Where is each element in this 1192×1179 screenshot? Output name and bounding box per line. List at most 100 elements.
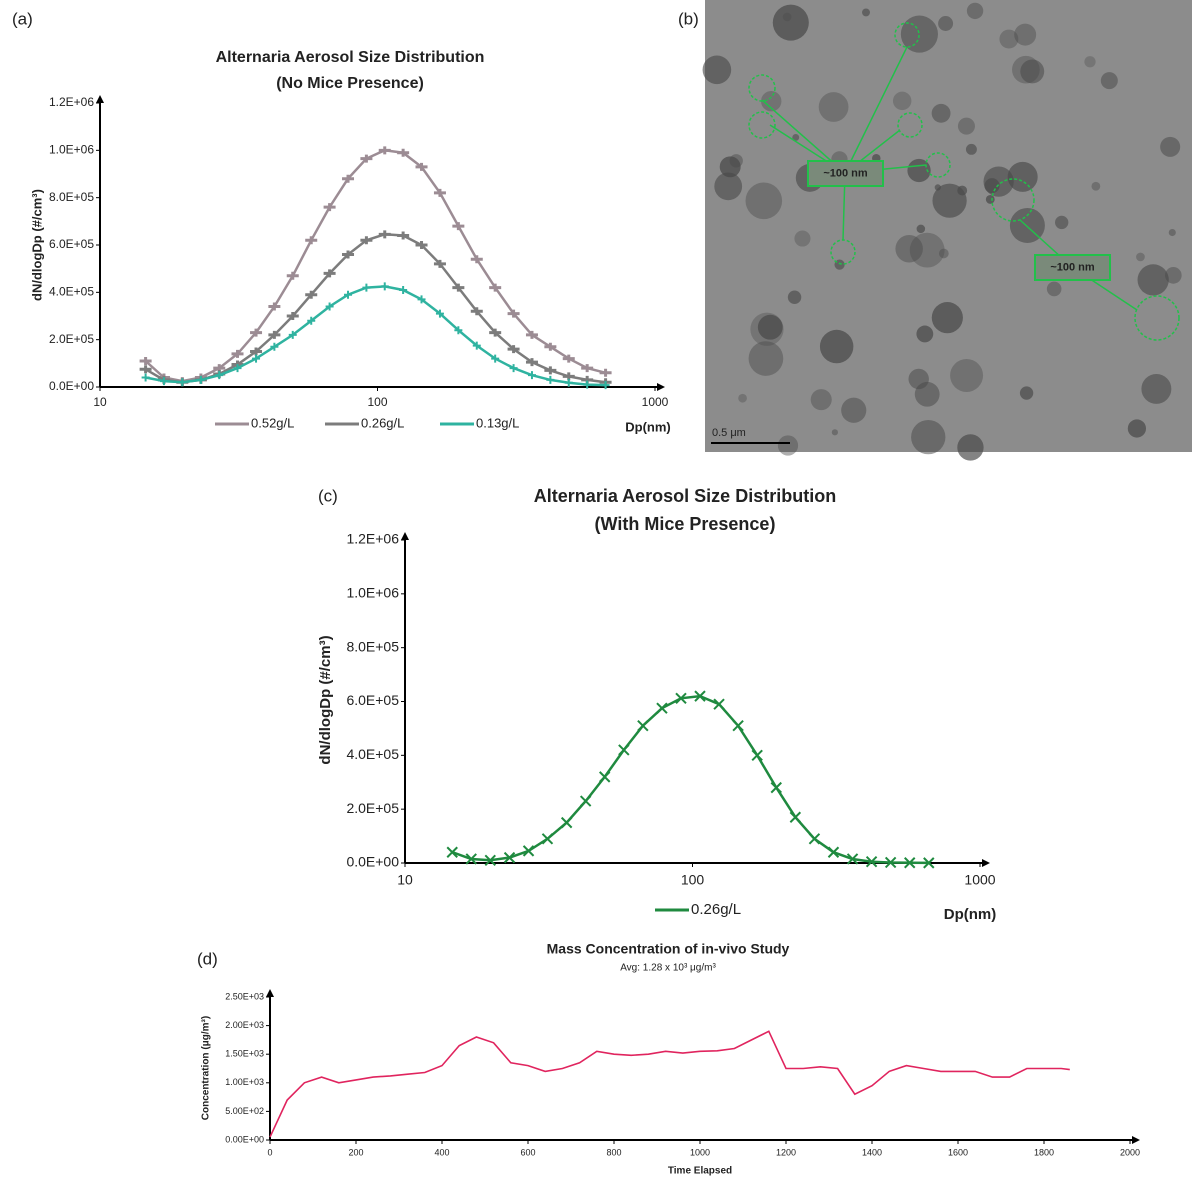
data-marker [865, 855, 878, 868]
data-marker [397, 148, 410, 157]
panel: 0.0E+00 2.0E+05 4.0E+05 6.0E+05 8.0E+05 1.0E+… [317, 486, 996, 923]
axis-arrow [657, 383, 665, 391]
data-marker [713, 698, 725, 710]
particle [1164, 267, 1182, 284]
data-marker [415, 241, 428, 249]
particle [950, 358, 984, 392]
data-marker [288, 330, 297, 339]
data-marker [286, 271, 299, 280]
micrograph-panel: ~100 nm ~100 nm 0.5 μm (b) [678, 0, 1192, 461]
axis-arrow [266, 989, 274, 997]
data-marker [139, 356, 152, 365]
data-marker [360, 154, 373, 163]
data-marker [560, 816, 573, 829]
particle [1020, 59, 1045, 84]
particle [900, 15, 938, 53]
particle [794, 230, 811, 247]
legend-label: 0.13g/L [476, 415, 519, 430]
particle [1046, 281, 1062, 297]
x-axis-title: Dp(nm) [944, 906, 997, 923]
data-marker [904, 857, 916, 869]
data-marker [637, 720, 649, 732]
particle [1160, 136, 1181, 157]
panel-label: (c) [318, 486, 338, 505]
data-line [451, 694, 929, 865]
y-tick-label: 5.00E+02 [225, 1106, 264, 1116]
annotation-box [1034, 254, 1111, 281]
particle [761, 90, 782, 112]
particle [1014, 23, 1037, 46]
x-tick-label: 10 [93, 395, 107, 409]
y-tick-label: 0.0E+00 [346, 854, 399, 870]
data-marker [323, 203, 336, 212]
particle [810, 389, 832, 411]
data-marker [252, 354, 261, 363]
particle [1012, 55, 1040, 84]
annotation: ~100 nm [1050, 261, 1095, 273]
y-tick-label: 8.0E+05 [346, 638, 399, 654]
highlight-circle [894, 22, 920, 48]
data-marker [527, 371, 536, 380]
highlight-circle [748, 74, 776, 102]
particle [787, 290, 802, 304]
data-marker [808, 833, 821, 845]
particle [909, 232, 945, 268]
data-marker [923, 857, 935, 869]
x-tick-label: 1800 [1034, 1147, 1054, 1157]
data-marker [344, 290, 353, 299]
data-line [145, 285, 606, 387]
particle [999, 29, 1019, 49]
x-tick-label: 600 [520, 1147, 535, 1157]
data-marker [564, 378, 573, 387]
y-tick-label: 2.50E+03 [225, 991, 264, 1001]
data-marker [268, 330, 281, 339]
data-marker [178, 378, 187, 387]
data-marker [305, 236, 318, 245]
data-marker [415, 162, 428, 171]
data-marker [546, 375, 555, 384]
panel-label: (b) [678, 9, 699, 28]
data-marker [305, 290, 318, 299]
particle [1141, 373, 1172, 404]
y-tick-label: 1.0E+06 [49, 143, 94, 157]
particle [931, 103, 951, 123]
particle [1084, 56, 1096, 68]
y-tick-label: 0.00E+00 [225, 1134, 264, 1144]
highlight-circle [991, 178, 1035, 222]
data-marker [233, 364, 242, 373]
highlight-circle [897, 112, 923, 138]
particle [772, 4, 809, 41]
particle [831, 429, 839, 436]
data-marker [139, 365, 152, 374]
particle [748, 341, 784, 376]
data-marker [435, 309, 444, 318]
data-marker [675, 692, 687, 704]
panel-label: (d) [197, 949, 218, 968]
particle [841, 397, 867, 423]
particle [702, 55, 732, 85]
y-tick-label: 1.00E+03 [225, 1077, 264, 1087]
x-tick-label: 1000 [642, 395, 669, 409]
data-marker [827, 846, 840, 858]
data-marker [489, 283, 502, 292]
data-marker [503, 851, 516, 864]
data-marker [489, 328, 502, 337]
data-marker [250, 347, 263, 356]
axis-arrow [982, 859, 990, 867]
data-marker [846, 853, 859, 865]
y-tick-label: 2.0E+05 [346, 800, 399, 816]
y-tick-label: 6.0E+05 [49, 237, 94, 251]
data-marker [307, 316, 316, 325]
data-marker [380, 282, 389, 291]
particle [916, 325, 934, 343]
data-marker [583, 380, 592, 389]
y-tick-label: 6.0E+05 [346, 692, 399, 708]
particle [938, 16, 954, 31]
particle [914, 381, 940, 407]
data-marker [509, 364, 518, 373]
y-tick-label: 2.0E+05 [49, 332, 94, 346]
particle [931, 302, 963, 334]
data-marker [491, 354, 500, 363]
particle [1091, 181, 1101, 191]
legend-label: 0.26g/L [691, 901, 741, 918]
